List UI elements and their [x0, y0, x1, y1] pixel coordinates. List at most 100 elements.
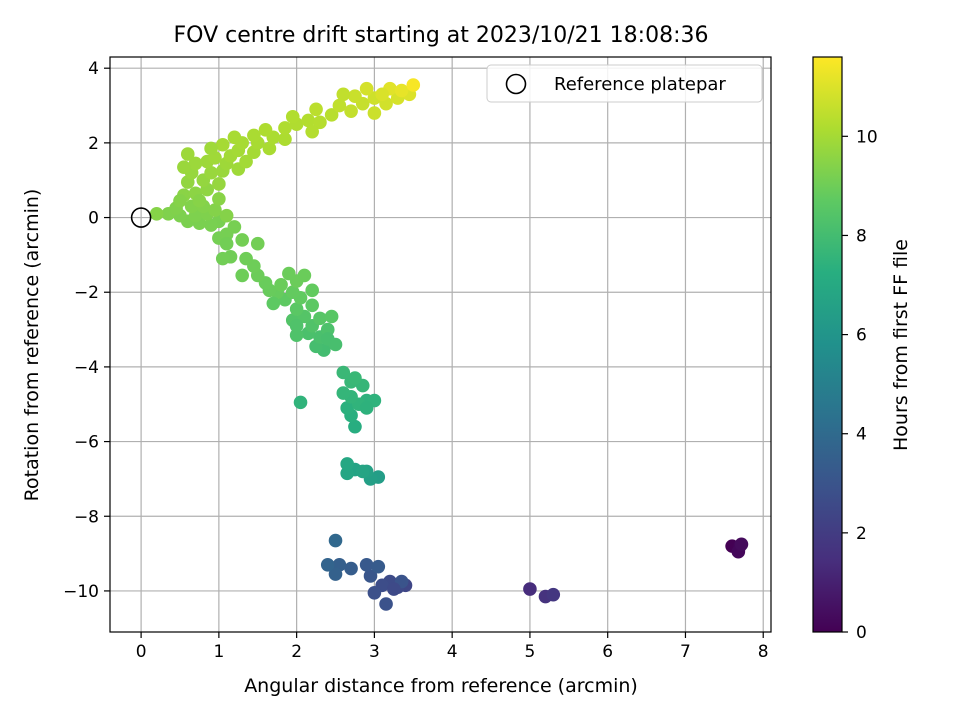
- data-point: [293, 395, 308, 410]
- data-point: [340, 457, 354, 471]
- colorbar-tick-label: 4: [856, 425, 867, 445]
- x-tick-label: 7: [680, 642, 691, 662]
- colorbar-label: Hours from first FF file: [890, 239, 912, 451]
- y-tick-label: 2: [88, 134, 99, 154]
- x-tick-label: 0: [136, 642, 147, 662]
- data-point: [348, 419, 362, 434]
- y-axis-label: Rotation from reference (arcmin): [21, 189, 43, 502]
- data-point: [320, 332, 335, 346]
- data-point: [282, 266, 296, 281]
- data-point: [278, 132, 292, 146]
- data-point: [297, 268, 312, 283]
- data-point: [359, 401, 374, 415]
- data-point: [324, 108, 339, 122]
- data-point: [235, 233, 249, 247]
- data-point: [188, 156, 203, 171]
- data-point: [367, 106, 382, 120]
- data-point: [340, 401, 354, 415]
- x-tick-label: 4: [447, 642, 458, 662]
- data-point: [305, 124, 319, 139]
- legend-marker-icon: [505, 73, 527, 95]
- x-tick-label: 6: [602, 642, 613, 662]
- data-point: [305, 298, 319, 313]
- data-point: [285, 109, 300, 124]
- data-point: [239, 251, 253, 266]
- colorbar-gradient: [813, 57, 842, 632]
- data-point: [289, 328, 304, 342]
- data-point: [227, 130, 242, 145]
- colorbar-tick-label: 8: [856, 226, 867, 246]
- data-point: [355, 464, 370, 479]
- colorbar-ticks: 0 2 4 6 8 10: [842, 127, 878, 643]
- data-point: [523, 582, 537, 596]
- data-point: [344, 104, 358, 118]
- data-point: [328, 533, 343, 548]
- chart-title: FOV centre drift starting at 2023/10/21 …: [174, 23, 709, 48]
- data-point: [285, 285, 300, 300]
- data-point: [336, 386, 351, 400]
- data-point: [367, 585, 382, 600]
- data-point: [371, 559, 386, 574]
- data-point: [313, 115, 327, 130]
- x-axis-label: Angular distance from reference (arcmin): [244, 675, 638, 697]
- x-tick-label: 1: [213, 642, 224, 662]
- data-point: [227, 220, 242, 234]
- data-point: [258, 123, 273, 137]
- data-point: [278, 121, 292, 135]
- data-point: [250, 236, 265, 251]
- data-point: [363, 569, 378, 583]
- data-point: [208, 203, 222, 217]
- x-axis-ticks: 0 1 2 3 4 5 6 7 8: [136, 632, 769, 662]
- data-point: [239, 154, 253, 169]
- data-point: [406, 78, 421, 92]
- x-tick-label: 5: [525, 642, 536, 662]
- data-point: [379, 597, 393, 611]
- data-point: [204, 141, 218, 156]
- data-point: [348, 89, 362, 104]
- legend: Reference platepar: [486, 64, 763, 103]
- data-points: [149, 78, 749, 611]
- y-tick-label: −2: [74, 283, 99, 303]
- data-point: [219, 208, 234, 223]
- grid: [110, 57, 771, 632]
- data-point: [301, 113, 316, 128]
- data-point: [305, 283, 319, 298]
- y-axis-ticks: −10 −8 −6 −4 −2 0 2 4: [63, 59, 110, 602]
- data-point: [375, 87, 389, 102]
- data-point: [340, 466, 354, 481]
- colorbar-tick-label: 10: [856, 127, 878, 147]
- data-point: [336, 365, 351, 380]
- data-point: [212, 177, 226, 191]
- colorbar: 0 2 4 6 8 10 Hours from first FF file: [812, 56, 912, 643]
- x-tick-label: 2: [291, 642, 302, 662]
- data-point: [235, 268, 249, 283]
- data-point: [204, 218, 218, 232]
- colorbar-frame: [812, 56, 843, 633]
- data-point: [328, 567, 343, 581]
- y-tick-label: 0: [88, 209, 99, 229]
- y-tick-label: −4: [74, 358, 99, 378]
- data-point: [320, 557, 335, 572]
- data-point: [324, 309, 339, 324]
- data-point: [266, 296, 281, 311]
- data-point: [320, 322, 335, 337]
- data-point: [262, 141, 277, 156]
- data-point: [192, 193, 207, 208]
- data-point: [180, 147, 195, 161]
- data-point: [289, 319, 304, 333]
- data-point: [149, 207, 164, 221]
- legend-label: Reference platepar: [554, 74, 726, 95]
- y-tick-label: −10: [63, 582, 99, 602]
- colorbar-tick-label: 6: [856, 326, 867, 346]
- data-point: [219, 236, 234, 251]
- y-tick-label: 4: [88, 59, 99, 79]
- data-point: [212, 192, 226, 206]
- data-point: [394, 83, 409, 98]
- data-point: [215, 137, 230, 152]
- data-point: [387, 582, 401, 596]
- data-point: [359, 557, 374, 572]
- data-point: [204, 165, 218, 180]
- y-tick-label: −8: [74, 507, 99, 527]
- colorbar-tick-label: 2: [856, 524, 867, 544]
